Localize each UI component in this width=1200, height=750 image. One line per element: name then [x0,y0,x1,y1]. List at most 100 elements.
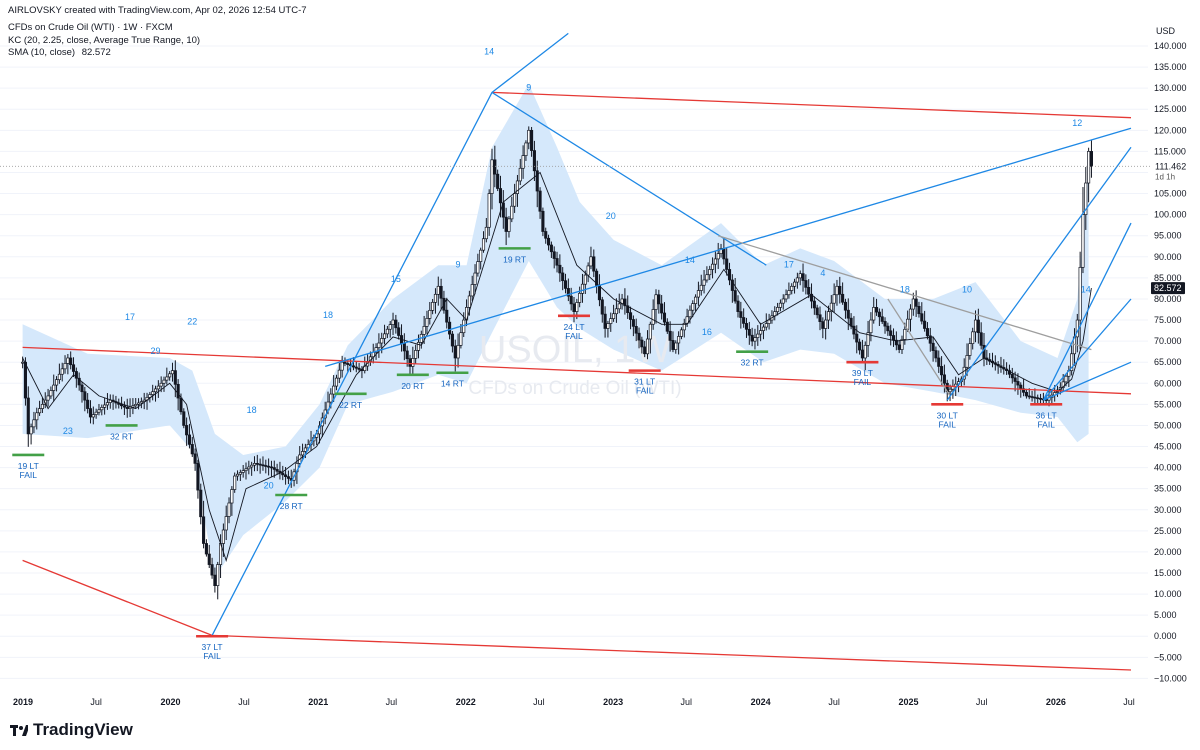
candle-body [159,382,163,387]
watermark-name: CFDs on Crude Oil (WTI) [468,378,681,399]
candle-body [425,318,429,327]
candle [224,505,228,541]
indicator-sma-legend[interactable]: SMA (10, close) 82.572 [8,47,115,58]
candle [948,384,952,402]
candle-body [886,325,890,332]
candle [487,189,491,236]
candle [764,313,768,331]
candle-body [63,363,67,370]
candle [433,288,437,314]
candle-body [549,244,553,253]
candle-body [841,293,845,303]
candle [863,341,867,371]
cycle-marker: 20 RT [396,373,429,391]
candle [397,322,401,340]
candle-body [971,331,975,344]
candle-body [713,258,717,265]
candle-body [538,190,542,212]
candle-body [795,277,799,283]
candle-body [414,350,418,359]
candle [357,363,361,373]
price-tick-label: 100.000 [1154,210,1187,220]
candle-body [629,312,633,320]
cycle-count-label: 18 [247,405,257,415]
candle [168,371,172,381]
candle [448,316,452,340]
candle [826,305,831,329]
price-axis[interactable]: USD140.000135.000130.000125.000120.00011… [0,26,1187,683]
candle [301,443,305,459]
candle-body [439,285,443,299]
price-tick-label: −5.000 [1154,652,1182,662]
symbol-title[interactable]: CFDs on Crude Oil (WTI) · 1W · FXCM [8,22,173,33]
candle [230,486,234,516]
candle-body [264,465,268,467]
time-axis[interactable]: 2019 Jul 2020 Jul 2021 Jul 2022 Jul 2023 Jul 2024 J… [13,697,1135,707]
tradingview-logo[interactable]: TradingView [10,720,133,740]
candle [973,310,978,343]
candle-body [640,339,644,348]
cycle-count-label: 20 [264,481,274,491]
cycle-marker-label: 39 LT [852,368,873,378]
candle [100,404,104,416]
candle-body [660,303,664,314]
candle [832,283,836,313]
candle-body [917,305,921,315]
candle-body [91,414,95,418]
candle-body [507,218,511,232]
candle-body [182,411,186,426]
candle [504,207,508,246]
candle-body [674,342,678,350]
candle [1084,167,1088,230]
candle-body [535,170,539,192]
time-tick-label: 2026 [1046,697,1066,707]
candle-body [606,323,610,329]
candle-body [66,357,70,364]
candle-body [563,280,568,289]
candle-body [233,475,237,490]
candle [965,343,969,377]
candle-body [1078,266,1082,321]
candle [566,278,570,302]
candle [1030,390,1034,402]
candle-body [637,332,641,341]
candle [612,304,616,322]
candle-body [530,129,534,151]
cycle-count-label: 9 [456,259,461,269]
candle [699,274,703,296]
indicator-kc-legend[interactable]: KC (20, 2.25, close, Average True Range,… [8,35,201,46]
candle [176,379,180,411]
cycle-count-label: 22 [187,316,197,326]
candle-body [436,285,440,295]
candle [94,408,98,419]
price-tick-label: 30.000 [1154,505,1182,515]
candle-body [1081,214,1085,268]
candle [928,327,932,352]
candle [654,289,658,324]
candle-body [179,397,183,413]
price-tick-label: 95.000 [1154,231,1182,241]
candle [190,436,194,457]
candle-body [891,335,896,341]
trend-line-middle-channel [22,346,1132,395]
candle-body [388,324,392,330]
candle [120,396,124,410]
cycle-count-label: 15 [391,274,401,284]
candle [801,263,805,292]
cycle-marker-label: 31 LT [634,377,655,387]
price-tick-label: 60.000 [1154,378,1182,388]
candle-body [476,261,480,274]
candle-body [35,412,39,421]
candle-body [872,307,876,321]
candle-body [224,516,228,531]
candle-body [778,302,782,308]
candle-body [26,397,30,435]
cycle-marker-label: 22 RT [339,400,362,410]
candle-body [1036,397,1040,400]
candle [69,351,73,370]
candle [631,315,635,337]
candle-body [69,357,73,366]
candle-body [736,300,740,312]
